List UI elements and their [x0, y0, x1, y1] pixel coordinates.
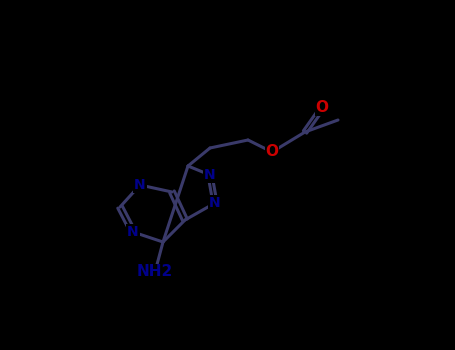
Text: N: N — [134, 178, 146, 192]
Text: N: N — [204, 168, 216, 182]
Text: NH2: NH2 — [137, 265, 173, 280]
Text: N: N — [209, 196, 221, 210]
Text: O: O — [315, 100, 329, 116]
Text: O: O — [266, 145, 278, 160]
Text: N: N — [127, 225, 139, 239]
